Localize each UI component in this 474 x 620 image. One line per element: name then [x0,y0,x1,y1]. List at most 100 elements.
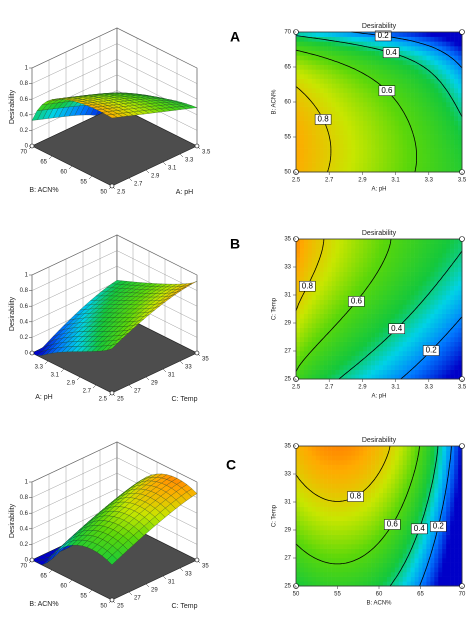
heat-cell [382,455,388,461]
heat-cell [406,106,411,112]
heat-cell [315,276,321,282]
heat-cell [315,41,321,47]
heat-cell [430,369,435,375]
y-tick-label: 27 [284,556,291,562]
heat-cell [371,253,376,258]
heat-cell [394,36,400,42]
heat-cell [434,318,439,324]
heat-cell [418,239,423,244]
heat-cell [347,78,352,84]
heat-cell [422,153,427,159]
heat-cell [410,253,415,258]
heat-cell [311,248,317,254]
heat-cell [418,355,423,361]
heat-cell [450,46,455,51]
heat-cell [335,60,340,65]
heat-cell [371,346,376,352]
heat-cell [319,134,324,140]
heat-cell [351,120,356,126]
heat-cell [410,276,415,282]
heat-cell [371,576,376,582]
heat-cell [390,567,396,573]
y-axis-label: C: Temp [272,297,278,320]
z-tick-label: 0.6 [20,97,29,103]
heat-cell [331,106,336,112]
heat-cell [355,346,360,352]
heat-cell [371,313,376,319]
heat-cell [311,374,317,380]
heat-cell [402,64,407,70]
heat-cell [458,130,463,135]
heat-cell [390,469,396,475]
heat-cell [398,309,404,314]
heat-cell [363,469,368,475]
heat-cell [442,567,447,573]
heat-cell [442,285,447,291]
heat-cell [414,313,419,319]
heat-cell [446,576,451,582]
heat-cell [315,239,321,244]
heat-cell [386,309,392,314]
heat-cell [299,446,305,451]
heat-cell [446,299,451,305]
heat-cell [450,309,455,314]
heat-cell [307,323,313,328]
heat-cell [311,243,317,249]
heat-cell [402,88,407,93]
heat-cell [296,511,301,517]
heat-cell [311,337,317,342]
heat-cell [379,464,384,470]
heat-cell [359,346,364,352]
heat-cell [319,365,324,370]
heat-cell [390,120,396,126]
heat-cell [398,530,404,535]
heat-cell [382,276,388,282]
heat-cell [303,167,309,173]
heat-cell [367,120,372,126]
heat-cell [382,60,388,65]
heat-cell [422,148,427,154]
heat-cell [430,32,435,37]
heat-cell [367,281,372,286]
heat-cell [375,290,380,296]
heat-cell [299,125,305,131]
heat-cell [343,492,348,498]
heat-cell [390,271,396,277]
heat-cell [311,239,317,244]
heat-cell [410,337,415,342]
heat-cell [319,464,324,470]
heat-cell [442,346,447,352]
heat-cell [426,572,431,577]
heat-cell [311,276,317,282]
heat-cell [442,446,447,451]
heat-cell [299,455,305,461]
heat-cell [371,74,376,79]
heat-cell [386,548,392,554]
heat-cell [307,167,313,173]
heat-cell [335,488,340,493]
y-tick-label: 35 [284,444,291,450]
heat-cell [351,271,356,277]
heat-cell [339,511,344,517]
heat-cell [430,267,435,272]
heat-cell [371,130,376,135]
heat-cell [390,97,396,103]
heat-cell [355,341,360,347]
heat-cell [394,346,400,352]
heat-cell [347,474,352,479]
heat-cell [382,483,388,489]
heat-cell [386,111,392,117]
heat-cell [430,60,435,65]
heat-cell [367,374,372,380]
heat-cell [307,290,313,296]
heat-cell [434,474,439,479]
heat-cell [371,267,376,272]
heat-cell [311,516,317,521]
heat-cell [390,544,396,549]
heat-cell [315,285,321,291]
heat-cell [438,469,443,475]
heat-cell [319,243,324,249]
heat-cell [438,374,443,380]
heat-cell [430,92,435,98]
heat-cell [296,313,301,319]
